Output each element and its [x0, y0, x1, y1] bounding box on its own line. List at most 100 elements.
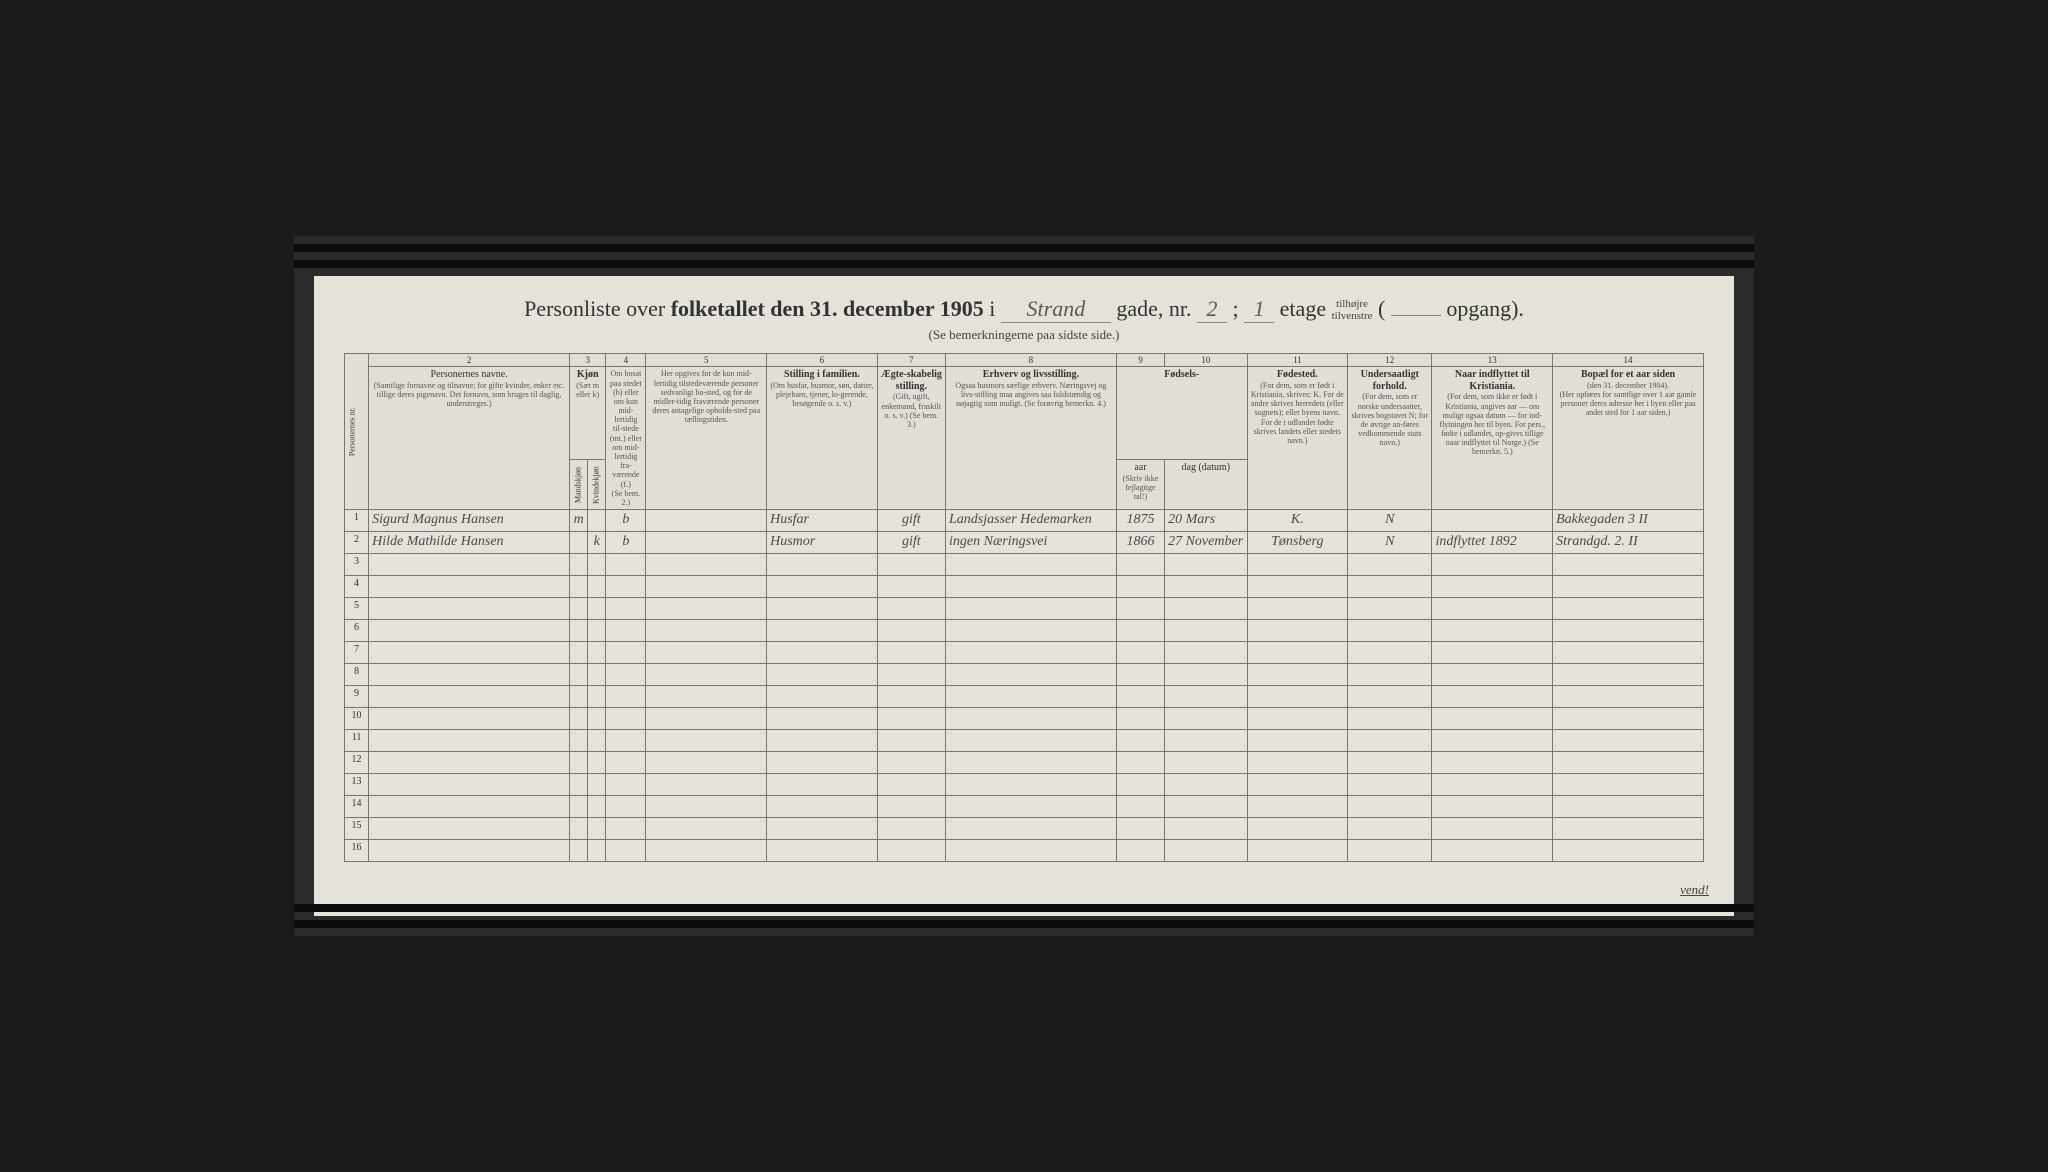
- cell-bosat: [606, 818, 646, 840]
- cell-familie: [767, 752, 878, 774]
- cell-erhverv: [946, 554, 1117, 576]
- etage-field: 1: [1244, 296, 1274, 323]
- table-header: Personernes nr. 2 3 4 5 6 7 8 9 10 11 12…: [345, 354, 1704, 510]
- opt-left: tilvenstre: [1332, 311, 1373, 323]
- cell-bosat: [606, 686, 646, 708]
- cell-unders: [1348, 774, 1432, 796]
- cell-familie: [767, 686, 878, 708]
- cell-aar: [1116, 796, 1164, 818]
- cell-unders: [1348, 840, 1432, 862]
- cell-bosat: [606, 642, 646, 664]
- colnum: 12: [1348, 354, 1432, 367]
- h-title: Bopæl for et aar siden: [1581, 369, 1675, 380]
- cell-unders: [1348, 730, 1432, 752]
- table-row: 15: [345, 818, 1704, 840]
- cell-bopael: [1553, 686, 1704, 708]
- cell-familie: [767, 620, 878, 642]
- cell-kj_m: [570, 554, 588, 576]
- cell-name: [369, 730, 570, 752]
- table-body: 1Sigurd Magnus HansenmbHusfargiftLandsja…: [345, 510, 1704, 862]
- cell-dag: [1165, 598, 1247, 620]
- h-title: Naar indflyttet til Kristiania.: [1455, 369, 1530, 392]
- cell-kj_k: [588, 686, 606, 708]
- cell-name: [369, 818, 570, 840]
- row-number: 5: [345, 598, 369, 620]
- cell-dag: 20 Mars: [1165, 510, 1247, 532]
- cell-dag: [1165, 796, 1247, 818]
- cell-kj_m: [570, 664, 588, 686]
- colnum: 4: [606, 354, 646, 367]
- cell-dag: [1165, 554, 1247, 576]
- cell-indflyt: [1432, 796, 1553, 818]
- cell-name: Sigurd Magnus Hansen: [369, 510, 570, 532]
- cell-egte: [877, 818, 945, 840]
- side-options: tilhøjre tilvenstre: [1332, 299, 1373, 322]
- cell-dag: [1165, 664, 1247, 686]
- h-title: Ægte-skabelig stilling.: [881, 369, 942, 392]
- cell-kj_k: [588, 554, 606, 576]
- cell-opphold: [646, 598, 767, 620]
- row-number: 2: [345, 532, 369, 554]
- cell-fodested: [1247, 818, 1348, 840]
- cell-dag: [1165, 642, 1247, 664]
- cell-bosat: [606, 708, 646, 730]
- cell-erhverv: ingen Næringsvei: [946, 532, 1117, 554]
- h-sub: (Se bem. 2.): [609, 489, 642, 507]
- cell-bosat: [606, 730, 646, 752]
- cell-kj_k: [588, 576, 606, 598]
- table-row: 2Hilde Mathilde HansenkbHusmorgiftingen …: [345, 532, 1704, 554]
- cell-indflyt: [1432, 752, 1553, 774]
- cell-kj_k: [588, 620, 606, 642]
- cell-bosat: [606, 554, 646, 576]
- header-row-main: Personernes navne. (Samtlige fornavne og…: [345, 367, 1704, 460]
- cell-familie: [767, 796, 878, 818]
- cell-kj_m: [570, 840, 588, 862]
- cell-unders: [1348, 598, 1432, 620]
- table-row: 16: [345, 840, 1704, 862]
- cell-egte: gift: [877, 532, 945, 554]
- cell-name: [369, 576, 570, 598]
- cell-kj_m: [570, 730, 588, 752]
- cell-kj_k: [588, 708, 606, 730]
- colnum: 5: [646, 354, 767, 367]
- cell-kj_k: [588, 510, 606, 532]
- cell-bopael: [1553, 576, 1704, 598]
- film-bar: [294, 904, 1754, 912]
- cell-dag: [1165, 730, 1247, 752]
- cell-familie: [767, 840, 878, 862]
- opgang-open: (: [1378, 296, 1385, 321]
- table-row: 9: [345, 686, 1704, 708]
- cell-egte: [877, 774, 945, 796]
- h-title: Fødsels-: [1164, 369, 1199, 380]
- cell-egte: [877, 554, 945, 576]
- h-sub: (Gift, ugift, enkemand, fraskilt o. s. v…: [881, 392, 942, 429]
- table-row: 5: [345, 598, 1704, 620]
- cell-egte: [877, 664, 945, 686]
- cell-bopael: [1553, 598, 1704, 620]
- h-main: Om bosat paa stedet (b) eller om kun mid…: [609, 369, 642, 488]
- cell-bopael: [1553, 664, 1704, 686]
- col-familie-header: Stilling i familien. (Om husfar, husmor,…: [767, 367, 878, 510]
- scan-frame: Personliste over folketallet den 31. dec…: [294, 236, 1754, 936]
- cell-dag: [1165, 708, 1247, 730]
- col-bosat-header: Om bosat paa stedet (b) eller om kun mid…: [606, 367, 646, 510]
- cell-egte: [877, 840, 945, 862]
- cell-erhverv: [946, 598, 1117, 620]
- cell-fodested: [1247, 840, 1348, 862]
- page-title: Personliste over folketallet den 31. dec…: [344, 296, 1704, 323]
- cell-unders: [1348, 620, 1432, 642]
- title-bold: folketallet den 31. december 1905: [671, 296, 984, 321]
- cell-egte: [877, 708, 945, 730]
- cell-fodested: [1247, 752, 1348, 774]
- number-field: 2: [1197, 296, 1227, 323]
- h-mid: (den 31. december 1904).: [1556, 381, 1700, 390]
- cell-bopael: [1553, 642, 1704, 664]
- cell-kj_m: [570, 796, 588, 818]
- col-bopael-header: Bopæl for et aar siden (den 31. december…: [1553, 367, 1704, 510]
- table-row: 13: [345, 774, 1704, 796]
- cell-name: [369, 642, 570, 664]
- cell-bopael: [1553, 818, 1704, 840]
- cell-bopael: [1553, 620, 1704, 642]
- cell-name: [369, 686, 570, 708]
- row-number: 11: [345, 730, 369, 752]
